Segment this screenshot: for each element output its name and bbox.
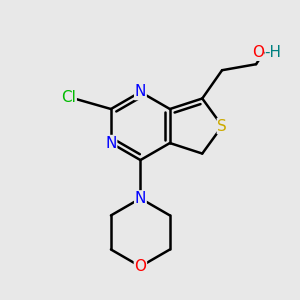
- Text: O: O: [252, 45, 264, 60]
- Text: O: O: [134, 259, 146, 274]
- Text: N: N: [135, 191, 146, 206]
- Text: Cl: Cl: [61, 90, 76, 105]
- Text: -H: -H: [265, 45, 282, 60]
- Text: S: S: [218, 118, 227, 134]
- Text: N: N: [105, 136, 117, 151]
- Text: N: N: [135, 85, 146, 100]
